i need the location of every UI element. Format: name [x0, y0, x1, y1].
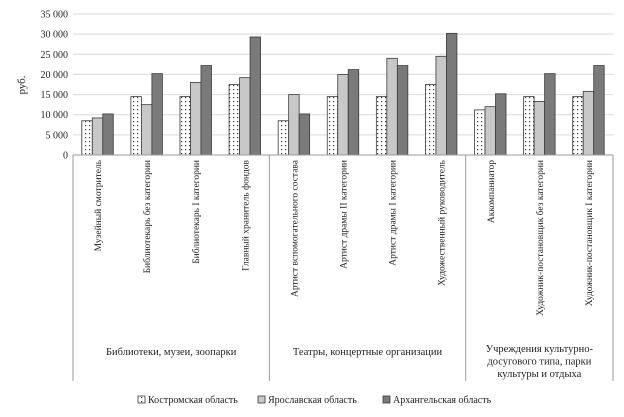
- bar: [446, 32, 458, 156]
- bar: [474, 109, 486, 156]
- y-tick-label: 10 000: [41, 110, 69, 121]
- y-axis-label: руб.: [16, 75, 28, 94]
- y-tick-label: 15 000: [41, 90, 69, 101]
- category-label: Библиотекарь I категории: [191, 160, 202, 264]
- bars: [81, 32, 605, 156]
- category-label: Музейный смотритель: [93, 159, 104, 251]
- bar: [533, 101, 546, 156]
- bar: [288, 94, 300, 156]
- bar: [151, 73, 163, 156]
- legend-swatch: [257, 395, 266, 404]
- bar: [396, 65, 409, 156]
- category-label: Художественный руководитель: [437, 159, 448, 286]
- bar: [239, 77, 251, 156]
- category-label: Художник-постановщик без категории: [535, 160, 546, 316]
- bar: [81, 120, 93, 156]
- bar: [386, 57, 398, 156]
- bar: [425, 84, 437, 156]
- legend: Костромская область Ярославская область Ар…: [137, 395, 492, 406]
- bar: [179, 96, 191, 156]
- bar: [326, 96, 339, 156]
- legend-label: Архангельская область: [393, 395, 492, 406]
- bar: [190, 82, 202, 156]
- bar: [435, 55, 447, 156]
- group-label: Учреждения культурно-досугового типа, па…: [486, 344, 594, 380]
- y-tick-label: 25 000: [41, 50, 69, 61]
- bar: [593, 65, 605, 156]
- legend-label: Костромская область: [148, 395, 238, 406]
- group-label: Театры, концертные организации: [293, 347, 443, 358]
- bar: [523, 96, 535, 156]
- bar: [130, 96, 142, 156]
- category-label: Артист драмы I категории: [389, 160, 399, 266]
- bar: [277, 120, 290, 156]
- bar: [337, 74, 349, 156]
- y-tick-label: 0: [63, 151, 68, 162]
- bar: [375, 96, 388, 156]
- bar: [572, 96, 584, 156]
- bar: [91, 117, 104, 156]
- bar: [495, 93, 507, 156]
- category-label: Главный хранитель фондов: [240, 159, 251, 270]
- bar: [582, 90, 595, 156]
- y-tick-label: 5 000: [46, 130, 69, 141]
- bar: [249, 36, 261, 156]
- bar: [228, 84, 240, 156]
- category-label: Артист вспомогательного состава: [290, 159, 300, 297]
- y-tick-label: 30 000: [41, 30, 69, 41]
- axes: [72, 154, 614, 381]
- y-tick-label: 35 000: [41, 10, 69, 21]
- category-label: Библиотекарь без категории: [142, 160, 153, 273]
- bar: [347, 69, 360, 156]
- bar: [484, 106, 496, 156]
- category-label: Аккомпаниатор: [487, 160, 497, 223]
- legend-swatch: [382, 395, 391, 404]
- category-label: Художник-постановщик I категории: [585, 160, 595, 306]
- bar: [140, 104, 153, 156]
- legend-swatch: [137, 395, 146, 404]
- bar: [544, 73, 556, 156]
- bar: [200, 65, 212, 156]
- bar: [298, 113, 311, 156]
- legend-label: Ярославская область: [268, 395, 357, 406]
- y-tick-label: 20 000: [41, 70, 69, 81]
- bar: [102, 113, 114, 156]
- category-label: Артист драмы II категории: [340, 160, 350, 269]
- group-label: Библиотеки, музеи, зоопарки: [106, 347, 237, 358]
- labels: 0 5 000 10 000 15 000 20 000 25 000 30 000 35 0…: [16, 10, 595, 381]
